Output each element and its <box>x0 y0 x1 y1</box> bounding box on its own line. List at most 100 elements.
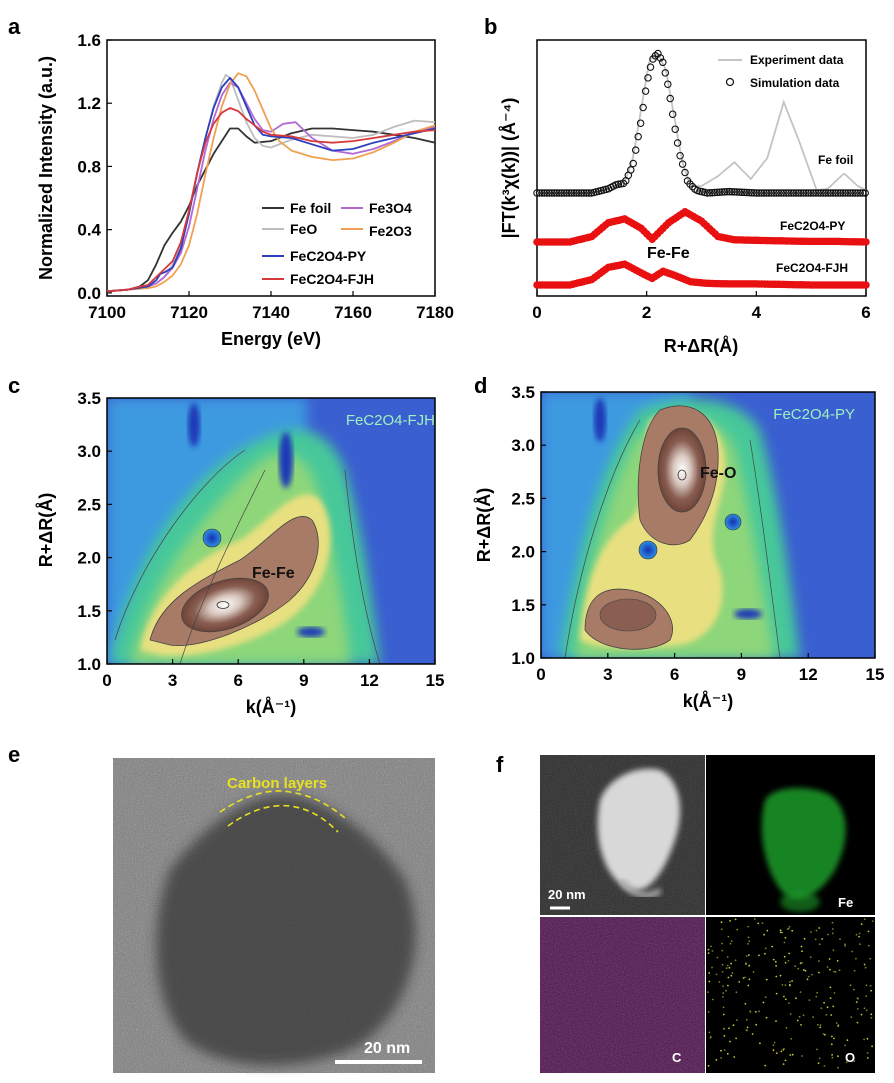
data-point <box>824 189 832 197</box>
panel-a-legend: Fe foil FeO Fe3O4 Fe2O3 FeC2O4-PY FeC2O4… <box>262 200 412 287</box>
data-point <box>560 189 568 197</box>
o-signal-dot <box>830 1014 833 1016</box>
series-points-fe-foil-simulation <box>533 49 869 197</box>
o-signal-dot <box>857 997 859 1000</box>
data-point <box>799 189 808 197</box>
data-point <box>720 188 729 196</box>
series-line-fjh <box>107 107 435 293</box>
o-signal-dot <box>775 992 778 995</box>
panel-c-ytick-label: 3.5 <box>77 389 101 408</box>
o-signal-dot <box>721 942 723 945</box>
data-point <box>777 189 786 197</box>
o-signal-dot <box>810 931 812 933</box>
data-point <box>668 110 677 118</box>
o-signal-dot <box>720 921 723 924</box>
legend-label-fe2o3: Fe2O3 <box>369 223 412 239</box>
panel-a-series <box>107 72 435 293</box>
o-signal-dot <box>754 1011 757 1013</box>
o-signal-dot <box>753 918 756 920</box>
o-signal-dot <box>789 981 791 983</box>
o-signal-dot <box>803 937 806 940</box>
o-signal-dot <box>726 964 729 967</box>
data-point <box>575 189 583 197</box>
panel-d-ytick-label: 2.0 <box>511 543 535 562</box>
o-signal-dot <box>781 984 784 986</box>
o-signal-dot <box>860 1013 863 1016</box>
o-signal-dot <box>755 1023 758 1026</box>
annotation-fjh: FeC2O4-FJH <box>776 261 848 275</box>
o-signal-dot <box>853 969 856 972</box>
panel-d-ytick-label: 1.0 <box>511 649 535 668</box>
data-point <box>728 188 736 196</box>
o-signal-dot <box>710 945 712 948</box>
o-signal-dot <box>856 1021 859 1024</box>
o-signal-dot <box>791 929 794 932</box>
panel-d-frame <box>540 391 876 659</box>
panel-c-ytick-label: 1.5 <box>77 602 101 621</box>
panel-d-ylabel: R+ΔR(Å) <box>474 488 494 562</box>
data-point <box>715 188 724 196</box>
o-signal-dot <box>831 932 834 935</box>
o-signal-dot <box>818 960 820 962</box>
o-signal-dot <box>718 981 721 983</box>
o-signal-dot <box>784 1059 787 1062</box>
o-signal-dot <box>723 1027 726 1030</box>
panel-d-xtick-label: 3 <box>603 665 612 684</box>
o-signal-dot <box>782 1063 785 1065</box>
o-signal-dot <box>751 1033 754 1035</box>
data-point <box>631 146 640 154</box>
o-signal-dot <box>728 966 731 969</box>
o-signal-dot <box>708 980 711 983</box>
data-point <box>545 189 554 197</box>
o-signal-dot <box>826 1006 829 1009</box>
o-signal-dot <box>707 948 710 951</box>
o-signal-dot <box>720 928 723 931</box>
o-signal-dot <box>866 1052 869 1054</box>
o-signal-dot <box>824 1033 826 1036</box>
o-signal-dot <box>784 998 787 1001</box>
panel-a-ticks: 7100 7120 7140 7160 7180 0.0 0.4 0.8 1.2 1.6 <box>77 31 454 322</box>
o-signal-dot <box>871 920 874 922</box>
o-signal-dot <box>791 980 793 982</box>
data-point <box>821 189 830 197</box>
o-signal-dot <box>779 929 782 932</box>
o-signal-dot <box>831 1054 833 1056</box>
data-point <box>861 189 869 197</box>
o-signal-dot <box>865 984 868 987</box>
panel-c: c FeC2O4-FJH Fe-Fe 0 3 6 9 12 15 1.0 1.5 2.0 2.5 3… <box>8 373 444 717</box>
data-point <box>634 132 642 141</box>
panel-d-ticks: 0 3 6 9 12 15 1.0 1.5 2.0 2.5 3.0 3.5 <box>511 383 884 684</box>
o-signal-dot <box>707 991 709 993</box>
o-signal-dot <box>758 1010 760 1013</box>
data-point <box>792 189 800 197</box>
annotation-py: FeC2O4-PY <box>780 219 845 233</box>
carbon-layer-outline-inner <box>227 804 339 833</box>
o-signal-dot <box>729 942 732 945</box>
o-signal-dot <box>711 950 714 952</box>
data-point <box>725 187 734 196</box>
o-signal-dot <box>748 978 751 981</box>
o-signal-dot <box>830 1043 833 1046</box>
o-signal-dot <box>863 1007 866 1010</box>
o-signal-dot <box>786 928 789 930</box>
data-point <box>851 189 860 197</box>
o-signal-dot <box>825 1014 828 1016</box>
panel-c-ytick-label: 1.0 <box>77 655 101 674</box>
data-point <box>678 160 687 168</box>
data-point <box>681 168 689 177</box>
panel-a-ytick-label: 0.0 <box>77 284 101 303</box>
o-signal-dot <box>749 1011 752 1013</box>
data-point <box>664 80 672 88</box>
o-signal-dot <box>820 1007 823 1010</box>
data-point <box>775 189 783 197</box>
o-signal-dot <box>784 961 787 964</box>
o-signal-dot <box>722 1006 725 1009</box>
data-point <box>550 189 559 197</box>
o-signal-dot <box>748 940 751 943</box>
o-signal-dot <box>799 991 802 993</box>
o-signal-dot <box>823 1001 825 1004</box>
o-signal-dot <box>796 1019 799 1022</box>
o-signal-dot <box>814 938 817 941</box>
haadf-image: 20 nm <box>540 755 705 915</box>
o-signal-dot <box>775 1020 777 1022</box>
